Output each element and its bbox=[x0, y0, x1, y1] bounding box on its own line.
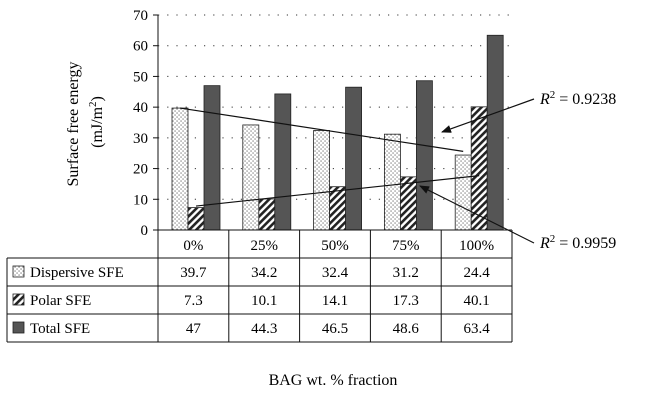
table-cell: 34.2 bbox=[251, 265, 277, 281]
bar-polar bbox=[470, 106, 488, 231]
data-table: 0% 25% 50% 75% 100% Dispersive SFE 39.7 34.2 32.… bbox=[6, 230, 513, 343]
table-cell: 14.1 bbox=[322, 293, 348, 309]
legend-label-total: Total SFE bbox=[30, 321, 90, 337]
y-axis-label: Surface free energy (mJ/m2) bbox=[65, 58, 106, 187]
y-tick-label: 10 bbox=[133, 192, 148, 208]
y-ticks: 0 10 20 30 40 50 60 70 bbox=[133, 8, 158, 239]
y-tick-label: 30 bbox=[133, 131, 148, 147]
r-squared-annotations: R2 = 0.9238 R2 = 0.9959 bbox=[419, 89, 616, 252]
arrow-polar bbox=[419, 185, 535, 244]
category-label: 0% bbox=[183, 238, 203, 254]
x-axis-label: BAG wt. % fraction bbox=[269, 372, 398, 389]
trendlines bbox=[179, 107, 480, 207]
arrow-dispersive bbox=[441, 98, 535, 133]
table-cell: 10.1 bbox=[251, 293, 277, 309]
table-cell: 7.3 bbox=[184, 293, 203, 309]
bar-polar bbox=[187, 207, 205, 231]
legend-swatch-total bbox=[12, 321, 25, 334]
table-cell: 63.4 bbox=[463, 321, 490, 337]
bar-total bbox=[203, 85, 221, 231]
legend-label-dispersive: Dispersive SFE bbox=[30, 265, 124, 281]
table-cell: 47 bbox=[186, 321, 202, 337]
y-tick-label: 20 bbox=[133, 162, 148, 178]
legend-swatch-polar bbox=[12, 293, 25, 306]
legend-label-polar: Polar SFE bbox=[30, 293, 91, 309]
category-label: 100% bbox=[459, 238, 494, 254]
trendline-dispersive bbox=[179, 107, 464, 152]
r-squared-label-polar: R2 = 0.9959 bbox=[539, 233, 616, 252]
trendline-polar bbox=[195, 175, 480, 207]
legend-swatch-dispersive bbox=[12, 265, 25, 278]
table-cell: 48.6 bbox=[393, 321, 420, 337]
table-cell: 40.1 bbox=[463, 293, 489, 309]
bar-polar bbox=[258, 198, 276, 231]
category-label: 75% bbox=[392, 238, 420, 254]
bar-dispersive bbox=[383, 133, 401, 231]
table-cell: 39.7 bbox=[180, 265, 207, 281]
table-cell: 17.3 bbox=[393, 293, 419, 309]
plot-area: 0 10 20 30 40 50 60 70 bbox=[133, 8, 512, 239]
bar-polar bbox=[329, 186, 347, 231]
bar-dispersive bbox=[242, 124, 260, 231]
gridlines bbox=[158, 14, 512, 200]
table-cell: 46.5 bbox=[322, 321, 348, 337]
table-cell: 24.4 bbox=[463, 265, 490, 281]
bar-dispersive bbox=[313, 130, 331, 231]
y-tick-label: 50 bbox=[133, 69, 148, 85]
table-cell: 44.3 bbox=[251, 321, 277, 337]
bar-dispersive bbox=[454, 154, 472, 231]
table-cell: 31.2 bbox=[393, 265, 419, 281]
r-squared-label-dispersive: R2 = 0.9238 bbox=[539, 89, 616, 108]
bar-polar bbox=[399, 176, 417, 231]
bar-total bbox=[274, 93, 292, 231]
bar-dispersive bbox=[171, 107, 189, 231]
y-tick-label: 70 bbox=[133, 8, 148, 24]
bar-total bbox=[345, 86, 363, 231]
table-cell: 32.4 bbox=[322, 265, 349, 281]
bar-total bbox=[415, 80, 433, 231]
y-tick-label: 60 bbox=[133, 39, 148, 55]
bar-total bbox=[486, 34, 504, 231]
category-label: 50% bbox=[321, 238, 349, 254]
category-label: 25% bbox=[250, 238, 278, 254]
y-tick-label: 40 bbox=[133, 100, 148, 116]
y-tick-label: 0 bbox=[141, 223, 149, 239]
